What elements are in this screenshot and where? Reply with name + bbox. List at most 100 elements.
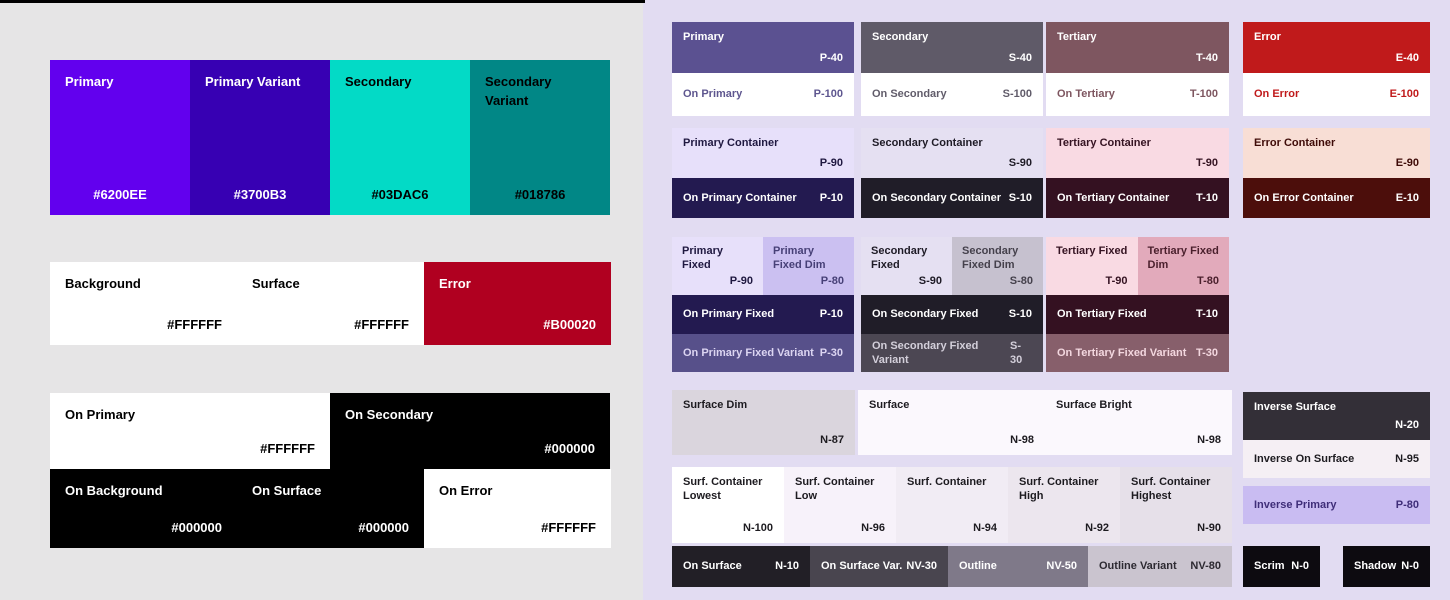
m3-tertiary-column: Tertiary T-40 On Tertiary T-100 Tertiary… bbox=[1046, 22, 1229, 372]
swatch-tone: S-10 bbox=[1008, 191, 1032, 204]
swatch-tone: P-90 bbox=[819, 156, 843, 169]
swatch-hex: #FFFFFF bbox=[541, 520, 596, 535]
swatch-tone: E-10 bbox=[1395, 191, 1419, 204]
swatch-label: Primary Fixed Dim bbox=[773, 245, 826, 272]
swatch-primary-40: Primary P-40 bbox=[672, 22, 854, 73]
swatch-label: Secondary Container bbox=[872, 137, 983, 149]
swatch-tone: N-20 bbox=[1395, 418, 1419, 431]
surface-row: Surface Dim N-87 Surface N-98 Surface Br… bbox=[672, 390, 1232, 455]
top-border-bar bbox=[0, 0, 645, 3]
swatch-on-secondary-fixed-variant: On Secondary Fixed Variant S-30 bbox=[861, 334, 1043, 372]
swatch-label: Primary Variant bbox=[205, 74, 301, 89]
swatch-secondary-fixed-dim: Secondary Fixed Dim S-80 bbox=[952, 237, 1043, 295]
swatch-on-primary-100: On Primary P-100 bbox=[672, 73, 854, 116]
swatch-label: On Primary bbox=[683, 88, 743, 101]
swatch-inverse-on-surface: Inverse On Surface N-95 bbox=[1243, 440, 1430, 478]
swatch-error: Error #B00020 bbox=[424, 262, 611, 345]
swatch-tone: P-10 bbox=[819, 308, 843, 321]
swatch-tone: NV-50 bbox=[1046, 560, 1077, 573]
swatch-label: Surface bbox=[869, 399, 910, 411]
swatch-label: Secondary bbox=[345, 74, 412, 89]
surface-container-row: Surf. Container Lowest N-100 Surf. Conta… bbox=[672, 467, 1232, 543]
swatch-on-primary-fixed: On Primary Fixed P-10 bbox=[672, 295, 854, 334]
swatch-label: Secondary Fixed Dim bbox=[962, 245, 1019, 272]
swatch-label: Inverse Surface bbox=[1254, 401, 1336, 413]
swatch-label: Surf. Container Low bbox=[795, 476, 875, 503]
swatch-label: On Tertiary Container bbox=[1057, 191, 1170, 204]
swatch-hex: #FFFFFF bbox=[354, 317, 409, 332]
swatch-label: Scrim bbox=[1254, 560, 1285, 573]
swatch-label: Error bbox=[1254, 31, 1281, 43]
swatch-on-secondary: On Secondary #000000 bbox=[330, 393, 610, 469]
swatch-secondary-container: Secondary Container S-90 bbox=[861, 128, 1043, 178]
swatch-hex: #FFFFFF bbox=[260, 441, 315, 456]
swatch-label: On Primary bbox=[65, 407, 136, 422]
swatch-hex: #000000 bbox=[171, 520, 222, 535]
swatch-label: Primary bbox=[683, 31, 724, 43]
swatch-tone: T-80 bbox=[1196, 274, 1219, 287]
swatch-surface-container-low: Surf. Container Low N-96 bbox=[784, 467, 896, 543]
swatch-label: Surf. Container High bbox=[1019, 476, 1099, 503]
swatch-on-background: On Background #000000 bbox=[50, 469, 237, 548]
swatch-hex: #03DAC6 bbox=[371, 187, 429, 202]
swatch-on-tertiary-100: On Tertiary T-100 bbox=[1046, 73, 1229, 116]
swatch-secondary: Secondary #03DAC6 bbox=[330, 60, 470, 215]
swatch-hex: #018786 bbox=[514, 187, 566, 202]
swatch-on-primary-fixed-variant: On Primary Fixed Variant P-30 bbox=[672, 334, 854, 372]
swatch-tone: P-90 bbox=[729, 274, 753, 287]
swatch-label: On Secondary bbox=[872, 88, 947, 101]
swatch-primary-fixed-dim: Primary Fixed Dim P-80 bbox=[763, 237, 854, 295]
swatch-label: On Tertiary bbox=[1057, 88, 1115, 101]
swatch-label: Tertiary Fixed bbox=[1056, 245, 1128, 257]
swatch-label: On Surface bbox=[683, 560, 742, 573]
swatch-label: Primary bbox=[65, 74, 114, 89]
swatch-tone: S-90 bbox=[1008, 156, 1032, 169]
swatch-on-tertiary-container: On Tertiary Container T-10 bbox=[1046, 178, 1229, 218]
swatch-on-secondary-container: On Secondary Container S-10 bbox=[861, 178, 1043, 218]
swatch-primary: Primary #6200EE bbox=[50, 60, 190, 215]
swatch-label: Surface Bright bbox=[1056, 399, 1132, 411]
swatch-tone: E-90 bbox=[1395, 156, 1419, 169]
swatch-tone: N-87 bbox=[820, 433, 844, 446]
swatch-tone: T-90 bbox=[1195, 156, 1218, 169]
swatch-on-tertiary-fixed-variant: On Tertiary Fixed Variant T-30 bbox=[1046, 334, 1229, 372]
swatch-tone: N-0 bbox=[1291, 560, 1309, 573]
primary-fixed-row: Primary Fixed P-90 Primary Fixed Dim P-8… bbox=[672, 237, 854, 295]
m2-surface-colors-row: Background #FFFFFF Surface #FFFFFF Error… bbox=[50, 262, 611, 345]
swatch-tone: E-100 bbox=[1389, 88, 1419, 101]
swatch-outline: Outline NV-50 bbox=[948, 546, 1088, 587]
swatch-label: Tertiary bbox=[1057, 31, 1097, 43]
swatch-tone: N-10 bbox=[775, 560, 799, 573]
swatch-label: On Error Container bbox=[1254, 191, 1354, 204]
swatch-label: On Background bbox=[65, 483, 163, 498]
swatch-tone: N-94 bbox=[973, 521, 997, 534]
swatch-on-primary: On Primary #FFFFFF bbox=[50, 393, 330, 469]
swatch-on-error-100: On Error E-100 bbox=[1243, 73, 1430, 116]
swatch-tone: T-90 bbox=[1105, 274, 1128, 287]
swatch-tone: S-40 bbox=[1008, 51, 1032, 64]
swatch-hex: #000000 bbox=[358, 520, 409, 535]
swatch-label: Error Container bbox=[1254, 137, 1336, 149]
swatch-surface-group: Surface N-98 Surface Bright N-98 bbox=[858, 390, 1232, 455]
swatch-tone: P-80 bbox=[1395, 498, 1419, 511]
swatch-tone: P-30 bbox=[819, 346, 843, 359]
swatch-surface: Surface N-98 bbox=[858, 390, 1045, 455]
swatch-on-error: On Error #FFFFFF bbox=[424, 469, 611, 548]
swatch-error-container: Error Container E-90 bbox=[1243, 128, 1430, 178]
swatch-label: Inverse On Surface bbox=[1254, 452, 1355, 465]
swatch-label: Surface Dim bbox=[683, 399, 748, 411]
swatch-tone: P-80 bbox=[820, 274, 844, 287]
swatch-surface-container: Surf. Container N-94 bbox=[896, 467, 1008, 543]
swatch-tone: T-10 bbox=[1195, 191, 1218, 204]
secondary-fixed-row: Secondary Fixed S-90 Secondary Fixed Dim… bbox=[861, 237, 1043, 295]
swatch-primary-container: Primary Container P-90 bbox=[672, 128, 854, 178]
swatch-tertiary-container: Tertiary Container T-90 bbox=[1046, 128, 1229, 178]
swatch-scrim: Scrim N-0 bbox=[1243, 546, 1320, 587]
swatch-surface-container-high: Surf. Container High N-92 bbox=[1008, 467, 1120, 543]
swatch-outline-variant: Outline Variant NV-80 bbox=[1088, 546, 1232, 587]
swatch-label: On Primary Container bbox=[683, 191, 797, 204]
swatch-on-primary-container: On Primary Container P-10 bbox=[672, 178, 854, 218]
swatch-label: Primary Container bbox=[683, 137, 779, 149]
swatch-label: On Secondary Fixed Variant bbox=[872, 339, 979, 366]
